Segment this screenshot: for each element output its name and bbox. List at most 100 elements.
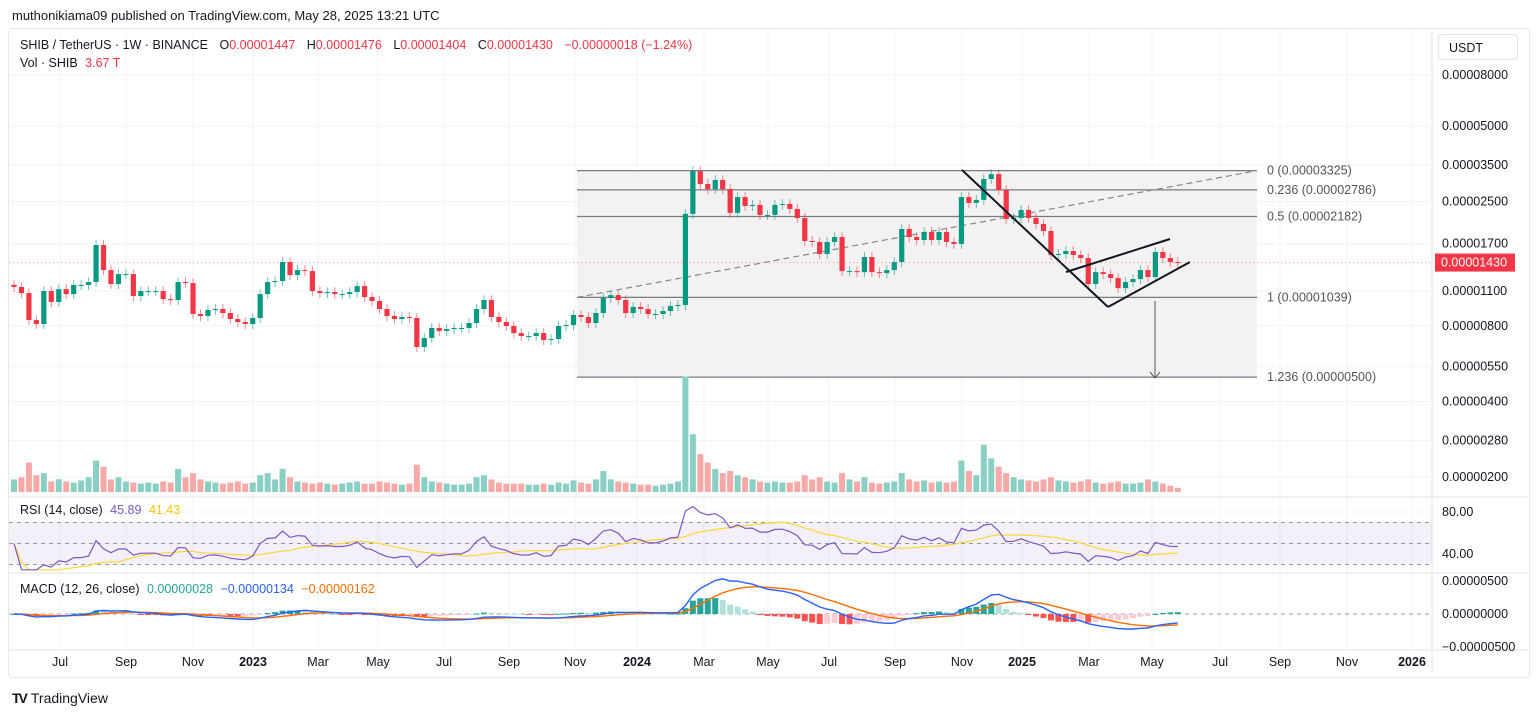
candle-body[interactable] (951, 241, 957, 244)
candle-body[interactable] (548, 339, 554, 341)
candle-body[interactable] (33, 320, 39, 324)
candle-body[interactable] (973, 199, 979, 203)
candle-body[interactable] (839, 237, 845, 272)
candle-body[interactable] (1055, 253, 1061, 255)
candle-body[interactable] (354, 286, 360, 293)
candle-body[interactable] (429, 327, 435, 338)
candle-body[interactable] (78, 285, 84, 287)
candle-body[interactable] (1137, 270, 1144, 280)
candle-body[interactable] (197, 314, 204, 316)
candle-body[interactable] (936, 231, 942, 240)
candle-body[interactable] (869, 256, 875, 273)
candle-body[interactable] (705, 184, 711, 190)
candle-body[interactable] (996, 174, 1002, 191)
candle-body[interactable] (1100, 272, 1106, 275)
candle-body[interactable] (86, 282, 92, 286)
candle-body[interactable] (697, 171, 703, 185)
candle-body[interactable] (41, 291, 47, 324)
candle-body[interactable] (48, 291, 54, 302)
candle-body[interactable] (1003, 190, 1009, 220)
tradingview-logo[interactable]: TV TradingView (12, 690, 108, 706)
candle-body[interactable] (1078, 254, 1084, 259)
symbol-title[interactable]: SHIB / TetherUS · 1W · BINANCE (20, 38, 209, 52)
candle-body[interactable] (735, 197, 741, 213)
candle-body[interactable] (608, 295, 614, 299)
candle-body[interactable] (675, 304, 681, 307)
candle-body[interactable] (876, 272, 882, 274)
candle-body[interactable] (749, 204, 756, 206)
candle-body[interactable] (1093, 272, 1099, 285)
candle-body[interactable] (712, 180, 718, 190)
candle-body[interactable] (943, 231, 950, 242)
candle-body[interactable] (1115, 278, 1121, 289)
candle-body[interactable] (309, 271, 315, 292)
candle-body[interactable] (130, 274, 136, 297)
candle-body[interactable] (884, 270, 890, 274)
candle-body[interactable] (667, 306, 674, 312)
candle-body[interactable] (317, 291, 323, 294)
candle-body[interactable] (339, 294, 345, 296)
candle-body[interactable] (555, 326, 562, 340)
macd-label[interactable]: MACD (12, 26, close) (20, 582, 140, 596)
candle-body[interactable] (832, 237, 838, 242)
candle-body[interactable] (406, 316, 412, 318)
candle-body[interactable] (638, 306, 644, 310)
candle-body[interactable] (1108, 274, 1114, 279)
candle-body[interactable] (928, 231, 935, 240)
rsi-label[interactable]: RSI (14, close) (20, 503, 103, 517)
candle-body[interactable] (563, 325, 569, 327)
candle-body[interactable] (399, 316, 405, 320)
candle-body[interactable] (906, 228, 912, 238)
candle-body[interactable] (802, 218, 808, 241)
candle-body[interactable] (332, 292, 338, 295)
candle-body[interactable] (369, 297, 375, 302)
candle-body[interactable] (1145, 270, 1151, 278)
candle-body[interactable] (466, 323, 472, 328)
flag-upper-line[interactable] (1065, 238, 1171, 273)
candle-body[interactable] (347, 292, 353, 295)
candle-body[interactable] (272, 281, 278, 283)
candle-body[interactable] (682, 213, 688, 305)
candle-body[interactable] (63, 289, 69, 295)
candle-body[interactable] (966, 197, 972, 203)
candle-body[interactable] (265, 282, 271, 295)
candle-body[interactable] (287, 262, 293, 276)
candle-body[interactable] (690, 171, 696, 214)
candle-body[interactable] (645, 309, 651, 315)
candle-body[interactable] (914, 237, 920, 240)
candle-body[interactable] (1040, 224, 1047, 232)
candle-body[interactable] (899, 228, 905, 263)
candle-body[interactable] (764, 214, 771, 216)
candle-body[interactable] (846, 271, 853, 273)
candle-body[interactable] (279, 262, 286, 282)
candle-body[interactable] (220, 309, 226, 314)
candle-body[interactable] (93, 245, 99, 283)
candle-body[interactable] (100, 245, 107, 271)
currency-button[interactable]: USDT (1438, 34, 1518, 60)
candle-body[interactable] (779, 203, 785, 205)
candle-body[interactable] (526, 336, 532, 338)
candle-body[interactable] (1167, 258, 1173, 263)
candle-body[interactable] (787, 203, 793, 209)
candle-body[interactable] (205, 309, 211, 316)
candle-body[interactable] (1070, 251, 1076, 255)
candle-body[interactable] (652, 314, 659, 316)
candle-body[interactable] (727, 189, 733, 213)
candle-body[interactable] (1048, 231, 1054, 255)
candle-body[interactable] (459, 327, 465, 329)
volume-label[interactable]: Vol · SHIB (20, 56, 78, 70)
candle-body[interactable] (138, 291, 144, 297)
candle-body[interactable] (414, 317, 420, 348)
candle-body[interactable] (242, 322, 248, 324)
candle-body[interactable] (817, 241, 823, 254)
candle-body[interactable] (324, 292, 330, 294)
candle-body[interactable] (488, 300, 495, 317)
candle-body[interactable] (11, 284, 17, 287)
candle-body[interactable] (1152, 252, 1158, 278)
candle-body[interactable] (518, 333, 524, 337)
candle-body[interactable] (444, 329, 450, 332)
flag-lower-line[interactable] (1107, 261, 1191, 308)
candle-body[interactable] (861, 256, 868, 273)
candle-body[interactable] (1130, 279, 1136, 283)
